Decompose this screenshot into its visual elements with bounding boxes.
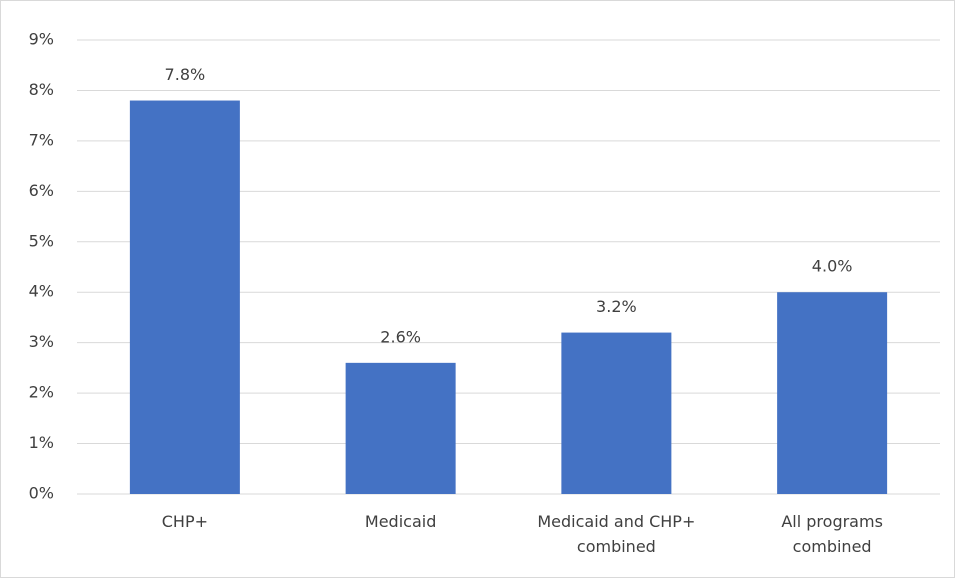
bar <box>777 292 888 494</box>
y-tick-label: 0% <box>29 484 54 503</box>
data-label: 7.8% <box>165 65 206 84</box>
y-tick-label: 7% <box>29 130 54 149</box>
data-label: 2.6% <box>380 327 421 346</box>
y-tick-label: 1% <box>29 433 54 452</box>
y-tick-label: 8% <box>29 80 54 99</box>
bar <box>561 332 672 494</box>
y-tick-label: 6% <box>29 181 54 200</box>
x-tick-label: CHP+ <box>162 512 208 531</box>
y-tick-label: 2% <box>29 383 54 402</box>
y-tick-label: 9% <box>29 30 54 49</box>
x-tick-label: Medicaid <box>365 512 436 531</box>
y-tick-label: 3% <box>29 332 54 351</box>
data-label: 3.2% <box>596 297 637 316</box>
data-label: 4.0% <box>812 257 853 276</box>
bar <box>129 100 240 495</box>
x-tick-label: All programs combined <box>781 512 883 556</box>
y-tick-label: 5% <box>29 231 54 250</box>
bar <box>345 362 456 494</box>
x-tick-label: Medicaid and CHP+ combined <box>537 512 695 556</box>
y-tick-label: 4% <box>29 282 54 301</box>
